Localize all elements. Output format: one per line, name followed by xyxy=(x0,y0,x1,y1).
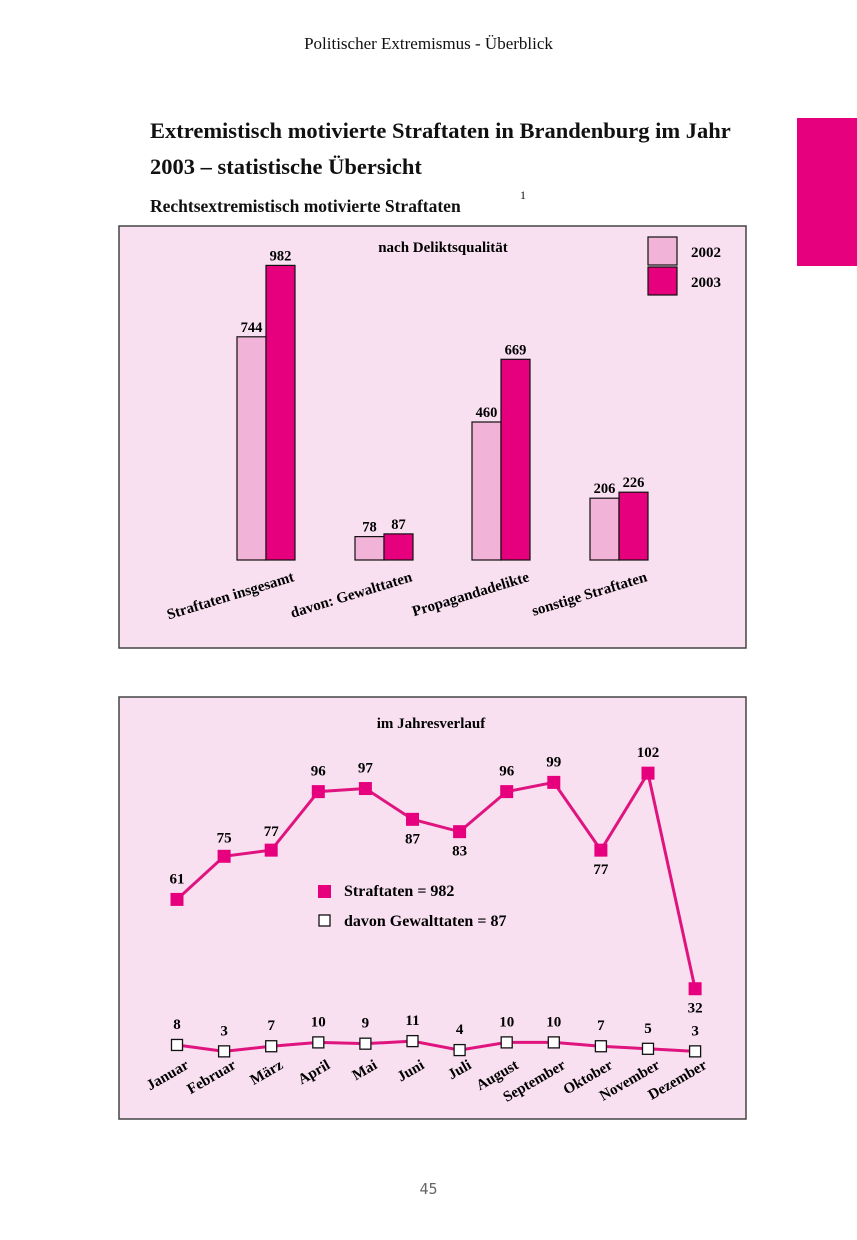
point-straftaten xyxy=(453,825,467,839)
point-straftaten xyxy=(547,775,561,789)
point-label: 97 xyxy=(358,761,374,777)
point-gewalttaten xyxy=(359,1037,372,1050)
point-label: 61 xyxy=(170,871,185,887)
bar-2003-0 xyxy=(265,264,296,561)
footnote-marker: 1 xyxy=(520,188,526,202)
bar-value-label: 669 xyxy=(505,342,527,358)
bar-2002-2 xyxy=(471,421,502,561)
running-header: Politischer Extremismus - Überblick xyxy=(304,34,553,53)
point-gewalttaten xyxy=(406,1034,419,1048)
point-label: 32 xyxy=(688,1001,703,1017)
point-label: 87 xyxy=(405,831,421,847)
bar-2003-2 xyxy=(500,358,531,561)
bar-chart-background xyxy=(118,225,747,649)
bar-2002-1 xyxy=(354,536,385,561)
point-label: 9 xyxy=(362,1016,370,1032)
bar-2002-3 xyxy=(589,497,620,561)
point-label: 3 xyxy=(220,1023,228,1039)
point-straftaten xyxy=(358,782,372,796)
point-label: 4 xyxy=(456,1022,464,1038)
side-tab-marker xyxy=(797,118,857,266)
legend-label: 2002 xyxy=(691,245,721,261)
bar-value-label: 982 xyxy=(270,248,292,264)
point-label: 10 xyxy=(546,1014,561,1030)
bar-2003-3 xyxy=(618,491,649,561)
bar-2002-0 xyxy=(236,336,267,561)
point-gewalttaten xyxy=(547,1036,560,1049)
bar-value-label: 78 xyxy=(362,520,377,536)
page-subtitle: Rechtsextremistisch motivierte Straftate… xyxy=(150,196,461,216)
bar-2003-1 xyxy=(383,533,414,561)
series-line-gewalttaten xyxy=(176,1039,696,1053)
bar-value-label: 460 xyxy=(476,405,498,421)
legend-label: Straftaten = 982 xyxy=(344,883,454,900)
point-label: 83 xyxy=(452,844,467,860)
point-straftaten xyxy=(641,766,655,780)
point-label: 77 xyxy=(264,824,280,840)
point-gewalttaten xyxy=(217,1045,231,1058)
point-label: 10 xyxy=(499,1014,514,1030)
point-label: 5 xyxy=(644,1021,652,1037)
point-label: 77 xyxy=(593,862,609,878)
point-straftaten xyxy=(688,982,702,996)
point-label: 75 xyxy=(217,830,232,846)
legend-swatch-gewalttaten xyxy=(318,914,331,927)
bar-value-label: 226 xyxy=(623,475,645,491)
point-label: 7 xyxy=(267,1018,275,1034)
point-straftaten xyxy=(170,892,184,906)
point-gewalttaten xyxy=(265,1040,278,1053)
point-straftaten xyxy=(217,849,231,863)
point-straftaten xyxy=(311,785,325,799)
point-label: 8 xyxy=(173,1017,181,1033)
legend-label: davon Gewalttaten = 87 xyxy=(344,913,506,930)
legend-swatch-2002 xyxy=(647,236,678,266)
point-gewalttaten xyxy=(500,1036,513,1049)
point-gewalttaten xyxy=(594,1040,608,1053)
point-label: 102 xyxy=(637,745,660,761)
point-label: 3 xyxy=(691,1023,699,1039)
page-title: Extremistisch motivierte Straftaten in B… xyxy=(150,118,731,179)
point-straftaten xyxy=(264,843,278,857)
bar-value-label: 744 xyxy=(241,320,263,336)
point-gewalttaten xyxy=(453,1043,466,1057)
point-label: 96 xyxy=(499,764,515,780)
series-line-straftaten xyxy=(175,769,697,990)
point-straftaten xyxy=(594,843,608,857)
point-label: 96 xyxy=(311,764,327,780)
legend-swatch-straftaten xyxy=(318,885,331,898)
point-label: 7 xyxy=(597,1018,605,1034)
point-straftaten xyxy=(406,812,419,826)
bar-value-label: 206 xyxy=(594,481,616,497)
bar-chart-panel: nach Deliktsqualität 744 982 Straftaten ins… xyxy=(118,225,747,649)
point-gewalttaten xyxy=(312,1036,325,1049)
line-chart-title: im Jahresverlauf xyxy=(377,716,486,732)
point-gewalttaten xyxy=(170,1038,184,1052)
legend-swatch-2003 xyxy=(647,266,678,296)
point-straftaten xyxy=(500,785,514,799)
bar-value-label: 87 xyxy=(391,517,406,533)
bar-chart-title: nach Deliktsqualität xyxy=(378,240,508,256)
point-label: 10 xyxy=(311,1014,326,1030)
point-label: 99 xyxy=(546,754,561,770)
point-gewalttaten xyxy=(641,1042,655,1055)
legend-label: 2003 xyxy=(691,275,721,291)
point-label: 11 xyxy=(405,1013,419,1029)
page-number: 45 xyxy=(419,1180,438,1198)
line-chart-panel: im Jahresverlauf 61 75 77 96 97 87 83 96 99 77 102 3… xyxy=(118,696,747,1120)
point-gewalttaten xyxy=(688,1045,702,1058)
